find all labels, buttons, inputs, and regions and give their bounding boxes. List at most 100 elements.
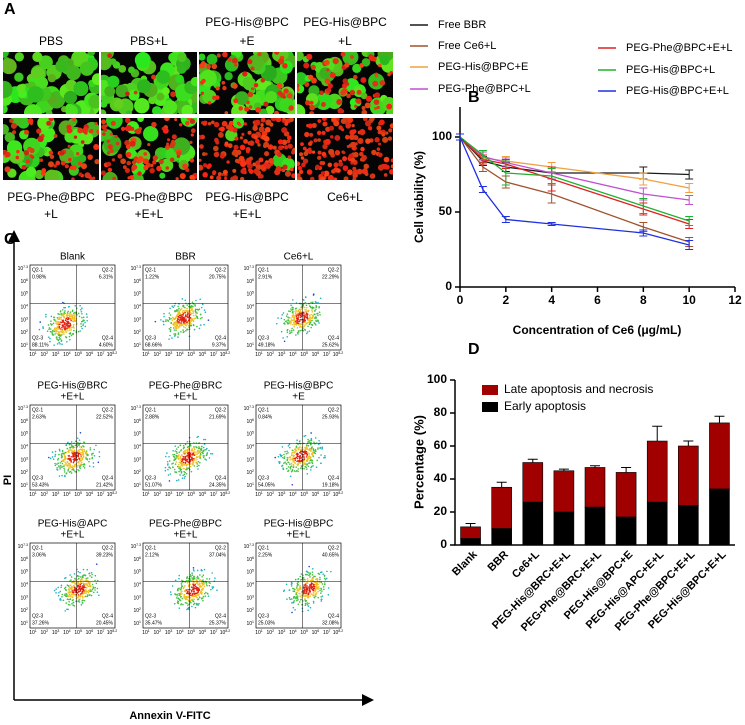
flow-event	[317, 585, 320, 588]
flow-event	[180, 460, 183, 463]
flow-event	[93, 454, 96, 457]
flow-event	[319, 578, 321, 581]
flow-event	[287, 461, 290, 464]
red-cell	[176, 154, 180, 159]
flow-event	[65, 472, 68, 474]
flow-event	[291, 327, 293, 330]
red-cell	[307, 141, 313, 147]
legend-label: PEG-Phe@BPC+E+L	[626, 42, 733, 54]
flow-event	[78, 469, 80, 472]
flow-event	[185, 595, 188, 598]
flow-event	[307, 444, 310, 447]
flow-event	[177, 333, 180, 335]
tick-exp: 7	[329, 629, 331, 633]
red-cell	[94, 122, 98, 126]
red-cell	[356, 89, 362, 95]
flow-event	[202, 582, 204, 584]
red-cell	[383, 156, 390, 163]
gate-name: Q2-4	[215, 335, 226, 341]
red-cell	[241, 132, 245, 136]
flow-event	[321, 595, 324, 597]
flow-event	[60, 333, 62, 336]
micrograph-label: PEG-His@BPC	[205, 15, 289, 29]
flow-event	[56, 343, 59, 345]
flow-event	[184, 326, 187, 329]
flow-event	[304, 434, 307, 437]
flow-tick-label: 106	[20, 278, 28, 285]
flow-event	[208, 584, 211, 587]
tick-base: 10	[131, 544, 137, 550]
flow-event	[320, 462, 322, 464]
tick-base: 10	[18, 266, 24, 272]
flow-event	[187, 599, 190, 602]
green-cell	[137, 118, 144, 122]
red-cell	[359, 63, 365, 68]
flow-event	[320, 596, 322, 598]
flow-event	[316, 578, 319, 581]
flow-event	[206, 452, 209, 454]
flow-event	[179, 319, 182, 321]
flow-event	[98, 451, 101, 453]
flow-event	[184, 471, 186, 474]
axis	[454, 380, 735, 546]
tick-exp: 3	[57, 491, 59, 495]
series-line	[459, 136, 690, 246]
red-cell	[361, 154, 367, 161]
gate-percent: 20.75%	[209, 274, 227, 280]
flow-event	[57, 594, 60, 597]
red-cell	[248, 140, 255, 146]
red-cell	[324, 78, 331, 85]
tick-exp: 7	[216, 629, 218, 633]
flow-event	[88, 460, 90, 463]
flow-event	[299, 599, 302, 601]
flow-event	[173, 455, 175, 458]
flow-event	[303, 319, 306, 322]
flow-event	[179, 450, 182, 452]
flow-event	[174, 463, 177, 465]
flow-event	[70, 441, 73, 443]
flow-event	[290, 331, 293, 333]
red-cell	[201, 78, 206, 84]
red-cell	[309, 100, 314, 105]
flow-event	[288, 589, 291, 592]
flow-event	[187, 449, 189, 451]
flow-event	[176, 455, 178, 457]
flow-event	[58, 334, 61, 337]
flow-event	[83, 463, 85, 465]
flow-event	[177, 327, 180, 329]
flow-event	[303, 578, 305, 581]
red-cell	[353, 151, 359, 158]
red-cell	[107, 144, 113, 150]
flow-event	[64, 456, 66, 458]
tick-base: 10	[246, 279, 252, 285]
flow-event	[309, 576, 311, 578]
flow-event	[327, 587, 330, 589]
green-cell	[202, 89, 217, 105]
flow-event	[305, 450, 308, 453]
gate-percent: 25.62%	[322, 342, 340, 348]
flow-event	[296, 585, 298, 587]
red-cell	[220, 172, 224, 176]
flow-event	[56, 326, 59, 329]
flow-event	[89, 588, 92, 591]
flow-event	[306, 455, 309, 458]
red-cell	[217, 172, 222, 176]
flow-event	[63, 311, 66, 314]
flow-event	[63, 587, 66, 590]
tick-exp: 7.3	[23, 405, 28, 409]
flow-event	[184, 306, 186, 309]
green-cell	[105, 118, 123, 129]
flow-event	[58, 475, 61, 477]
red-cell	[344, 134, 350, 140]
flow-tick-label: 108.2	[107, 491, 117, 498]
flow-event	[291, 314, 294, 317]
flow-tick-label: 104	[246, 303, 254, 310]
red-cell	[77, 127, 83, 134]
red-cell	[287, 143, 292, 149]
flow-event	[299, 325, 302, 328]
red-cell	[263, 141, 270, 148]
flow-event	[197, 584, 199, 586]
flow-event	[295, 587, 298, 589]
flow-event	[162, 323, 165, 326]
red-cell	[94, 144, 99, 149]
